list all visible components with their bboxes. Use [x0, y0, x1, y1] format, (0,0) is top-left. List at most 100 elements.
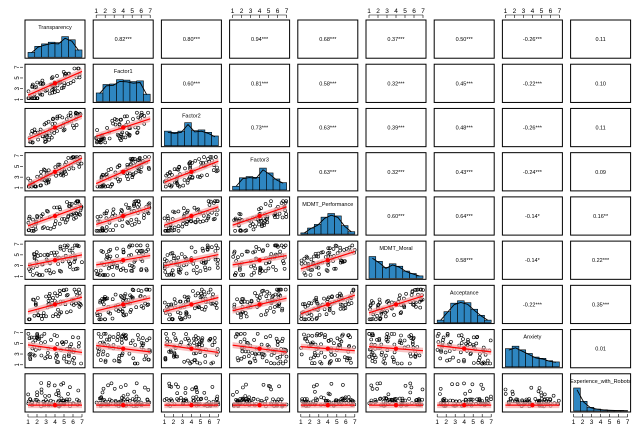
scatter-point: [129, 308, 133, 312]
scatter-point: [378, 396, 383, 401]
scatter-point: [253, 266, 257, 271]
axis-tick-label: 6: [208, 419, 212, 426]
scatter-point: [163, 270, 168, 274]
scatter-point: [209, 199, 213, 204]
scatter-point: [102, 302, 106, 307]
scatter-point: [45, 351, 50, 355]
scatter-point: [146, 165, 151, 170]
scatter-point: [135, 130, 140, 135]
scatter-point: [310, 317, 315, 322]
scatter-point: [442, 396, 446, 401]
panel-frame: [229, 63, 291, 103]
scatter-point: [471, 335, 476, 340]
scatter-point: [371, 300, 376, 305]
scatter-point: [397, 296, 402, 301]
scatter-point: [551, 393, 556, 398]
scatter-point: [67, 360, 71, 365]
scatter-point: [107, 334, 112, 339]
scatter-point: [113, 122, 118, 127]
scatter-point: [117, 353, 122, 358]
scatter-point: [57, 114, 62, 118]
scatter-point: [68, 114, 73, 118]
scatter-point: [172, 167, 177, 171]
scatter-point: [174, 338, 178, 342]
scatter-point: [192, 341, 196, 345]
scatter-point: [282, 266, 287, 271]
scatter-point: [268, 203, 273, 208]
scatter-point: [67, 397, 72, 402]
scatter-point: [215, 394, 220, 399]
scatter-point: [187, 176, 191, 181]
histogram-bar: [375, 261, 383, 279]
scatter-point: [49, 338, 53, 342]
scatter-point: [74, 301, 78, 306]
scatter-point: [39, 387, 44, 392]
scatter-point: [236, 255, 240, 260]
scatter-point: [193, 220, 197, 224]
scatter-point: [146, 110, 150, 115]
scatter-point: [71, 155, 76, 159]
scatter-point: [185, 180, 190, 185]
correlation-label: 0.37***: [387, 37, 405, 43]
scatter-point: [215, 168, 220, 173]
scatter-point: [27, 317, 31, 322]
histogram-bar: [395, 265, 404, 279]
scatter-point: [117, 133, 121, 138]
axis-tick-label: 7: [353, 419, 357, 426]
scatter-point: [395, 361, 400, 366]
scatter-point: [35, 214, 39, 218]
scatter-point: [314, 254, 319, 258]
scatter-point: [42, 167, 46, 172]
scatter-point: [185, 208, 190, 213]
scatter-point: [408, 390, 413, 395]
scatter-point: [68, 309, 73, 314]
scatter-point: [99, 249, 104, 253]
scatter-point: [342, 396, 347, 401]
scatter-point: [379, 311, 384, 316]
scatter-point: [61, 398, 66, 403]
scatter-point: [182, 206, 186, 210]
scatter-point: [130, 338, 135, 343]
mean-point: [189, 302, 194, 307]
scatter-point: [464, 341, 468, 346]
scatter-point: [77, 287, 81, 292]
scatter-point: [236, 358, 241, 363]
scatter-point: [351, 287, 356, 292]
scatter-point: [46, 168, 51, 173]
axis-tick-label: 6: [549, 8, 553, 15]
scatter-point: [409, 293, 414, 297]
scatter-point: [202, 390, 207, 395]
axis-tick-label: 6: [276, 8, 280, 15]
scatter-point: [193, 385, 198, 390]
scatter-point: [104, 211, 109, 215]
scatter-point: [77, 341, 81, 345]
scatter-point: [58, 246, 63, 251]
scatter-point: [187, 161, 191, 166]
scatter-point: [449, 339, 453, 344]
scatter-point: [234, 271, 238, 275]
mean-point: [325, 302, 330, 307]
mean-point: [257, 346, 262, 351]
scatter-point: [194, 337, 198, 342]
correlation-label: 0.32***: [387, 170, 405, 176]
scatter-point: [134, 199, 138, 203]
scatter-point: [197, 157, 201, 161]
scatter-point: [302, 317, 307, 322]
scatter-point: [178, 299, 183, 304]
scatter-point: [477, 355, 482, 360]
scatter-point: [74, 211, 78, 215]
scatter-point: [137, 203, 141, 207]
scatter-point: [264, 396, 269, 401]
scatter-point: [53, 356, 58, 360]
scatter-point: [105, 209, 109, 213]
histogram-bar: [505, 348, 513, 368]
panel-frame: [501, 196, 563, 236]
scatter-point: [199, 294, 204, 298]
scatter-point: [195, 265, 199, 269]
panel-frame: [433, 152, 495, 192]
scatter-point: [65, 310, 69, 315]
mean-point: [530, 402, 535, 408]
axis-tick-label: 4: [394, 8, 398, 15]
scatter-point: [382, 396, 387, 401]
scatter-point: [61, 128, 66, 133]
